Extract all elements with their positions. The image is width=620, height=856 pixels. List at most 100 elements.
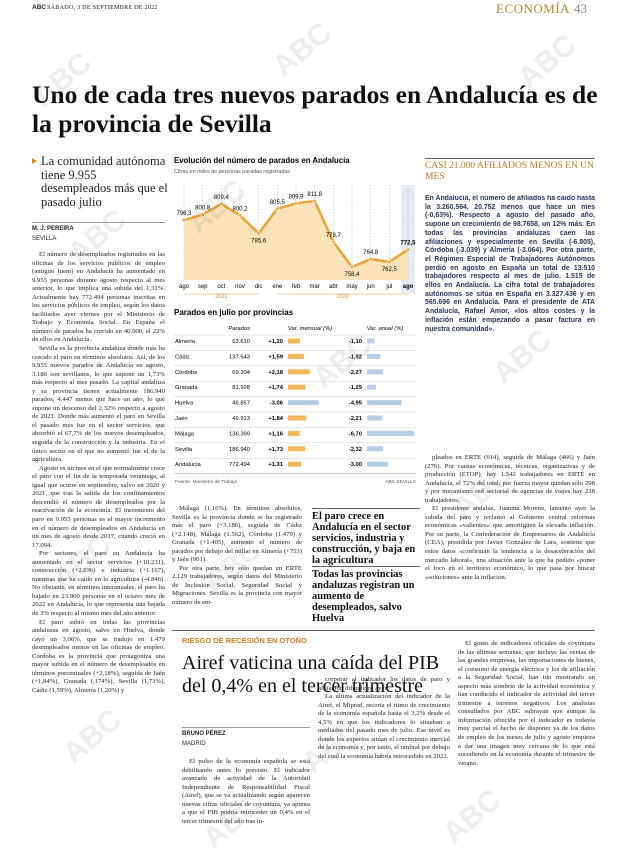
chart: Evolución del número de parados en Andal… [174,156,417,485]
data-label: 800,8 [195,206,211,212]
sidebar-body: En Andalucía, el número de afiliados ha … [425,195,595,333]
x-tick-label: oct [217,284,225,290]
data-label: 805,5 [270,200,286,206]
cell: +1,16 [268,431,283,437]
pullquote: El paro crece en Andalucía en el sector … [312,511,416,566]
body-column: pleados en ERTE (614), seguida de Málaga… [425,454,595,608]
paragraph: El paro subió en todas las provincias an… [32,618,165,694]
bar [288,430,300,436]
bar [367,384,377,390]
cell: -3,06 [270,401,284,407]
row-name: Córdoba [175,370,198,376]
row-name: Granada [175,385,198,391]
point [405,247,411,252]
point [331,239,336,245]
column-header: Var. anual (%) [367,326,404,332]
page-number: 43 [574,1,587,16]
cell: 46.857 [232,401,250,407]
bar [288,353,304,359]
row-name: Málaga [175,431,195,437]
headline: Uno de cada tres nuevos parados en Andal… [32,80,598,138]
bar [367,415,383,421]
x-tick-label: nov [235,284,245,290]
data-label: 772,5 [400,241,416,247]
chart-subtitle: Cifras en miles de personas paradas regi… [174,169,290,175]
cell: +1,59 [268,354,283,360]
cell: 49.913 [232,416,250,422]
cell: 136.399 [229,431,250,437]
body-column: corporar al indicador los datos de paro … [318,676,450,846]
bar [288,415,307,421]
arrow [32,158,37,164]
row-name: Almería [175,339,196,345]
cell: 81.928 [232,385,250,391]
cell: +2,18 [268,370,283,376]
rule [312,508,420,509]
bar [288,384,306,390]
cell: -3,00 [349,462,362,468]
data-label: 811,8 [307,192,322,198]
cell: 63.610 [232,339,250,345]
rule [32,222,165,223]
point [293,201,299,206]
cell: +1,84 [268,416,283,422]
point [237,213,243,218]
watermark: ABC [266,16,338,84]
bar [288,369,310,375]
paragraph: Por sectores, el paro en Andalucía ha au… [32,550,165,617]
bar [367,400,402,406]
x-tick-label: ago [179,284,190,290]
paragraph: El pulso de la economía española se está… [182,758,310,825]
author: BRUNO PÉREZ [182,731,226,737]
rule [425,158,595,159]
paragraph: Sevilla es la provincia andaluza donde m… [32,345,165,464]
rule [182,727,310,728]
cell: 69.204 [232,370,251,376]
cell: 186.940 [229,447,250,453]
bar [288,461,302,467]
paragraph: corporar al indicador los datos de paro … [318,676,450,692]
bar [288,400,319,406]
paragraph: Agosto es un mes en el que normalmente c… [32,464,165,549]
cell: 137.643 [229,354,250,360]
rule [312,566,420,567]
rule [172,630,595,631]
data-label: 809,4 [214,195,230,201]
point [181,218,187,223]
row-name: Jaén [175,416,188,422]
row-name: Sevilla [175,447,193,453]
bar [367,430,414,436]
body-column: El goteo de indicadores oficiales de coy… [458,640,595,846]
table-title: Parados en julio por provincias [174,308,294,317]
data-label: 796,3 [176,211,192,217]
x-tick-label: dic [255,284,263,290]
point [368,256,373,262]
paragraph: El número de desempleados registrados en… [32,251,165,344]
cell: +1,20 [268,339,283,345]
column-header: Parados [228,326,250,332]
bar [288,338,300,344]
brand: ABC [32,4,47,11]
x-tick-label: jul [385,284,392,290]
bar [367,461,388,467]
location: SEVILLA [32,236,57,242]
sidebar-title: CASI 21.000 AFILIADOS MENOS EN UN MES [425,161,594,182]
cell: -2,21 [349,416,363,422]
x-tick-label: ene [272,284,283,290]
pullquote: Todas las provincias andaluzas registran… [312,569,415,624]
point [219,201,224,207]
body-column: El pulso de la economía española se está… [182,758,310,846]
bar [367,338,375,344]
row-name: Cádiz [175,354,190,360]
secondary-headline: Airef vaticina una caída del PIB del 0,4… [182,652,440,697]
bar [367,353,381,359]
cell: -4,95 [349,401,363,407]
x-tick-label: may [346,284,357,290]
data-label: 785,6 [251,238,267,244]
chart-title: Evolución del número de parados en Andal… [174,156,350,165]
date: SÁBADO, 3 DE SEPTIEMBRE DE 2022 [47,4,158,11]
row-name: Andalucía [175,462,202,468]
year-label: 2022 [337,294,349,300]
area [184,201,408,280]
